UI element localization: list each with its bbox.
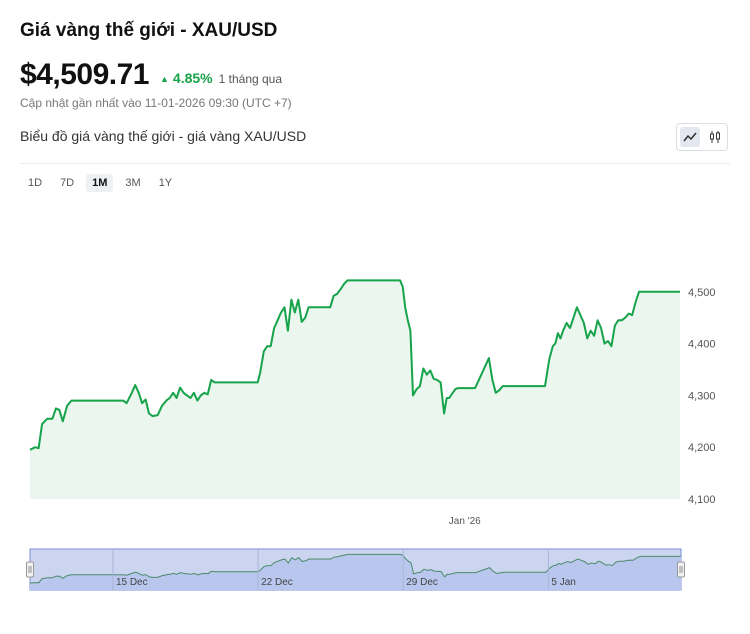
- chart-subtitle: Biểu đồ giá vàng thế giới - giá vàng XAU…: [20, 128, 307, 144]
- range-1m[interactable]: 1M: [86, 174, 114, 192]
- price-area-fill: [30, 280, 680, 499]
- price-chart[interactable]: 4,100 4,200 4,300 4,400 4,500 Jan '26 15 Dec 22…: [0, 200, 750, 600]
- current-price: $4,509.71: [20, 58, 149, 91]
- navigator-tick-label: 5 Jan: [551, 577, 575, 588]
- section-divider: [20, 163, 730, 164]
- navigator-area: [30, 554, 681, 590]
- y-tick-label: 4,100: [688, 494, 716, 506]
- navigator-tick-label: 29 Dec: [406, 577, 438, 588]
- navigator-handle-right[interactable]: [677, 561, 685, 578]
- change-percent: 4.85%: [172, 70, 213, 86]
- navigator-tick-label: 15 Dec: [116, 577, 148, 588]
- line-chart-icon[interactable]: [679, 127, 700, 147]
- range-1d[interactable]: 1D: [28, 177, 43, 189]
- navigator-tick-label: 22 Dec: [261, 577, 293, 588]
- up-arrow-icon: ▲: [160, 74, 169, 84]
- y-tick-label: 4,400: [688, 339, 716, 351]
- navigator-line: [29, 553, 681, 584]
- y-tick-label: 4,200: [688, 442, 716, 454]
- x-tick-label: Jan '26: [449, 516, 481, 527]
- y-tick-label: 4,300: [688, 390, 716, 402]
- range-selector: 1D 7D 1M 3M 1Y: [22, 174, 178, 192]
- last-updated: Cập nhật gần nhất vào 11-01-2026 09:30 (…: [20, 96, 292, 110]
- price-line[interactable]: [29, 279, 680, 451]
- change-period: 1 tháng qua: [218, 72, 283, 86]
- range-3m[interactable]: 3M: [125, 177, 141, 189]
- range-7d[interactable]: 7D: [60, 177, 75, 189]
- range-1y[interactable]: 1Y: [158, 177, 173, 189]
- navigator-handle-left[interactable]: [26, 561, 34, 578]
- candlestick-icon[interactable]: [705, 127, 725, 147]
- price-change: ▲ 4.85% 1 tháng qua: [160, 70, 282, 86]
- y-tick-label: 4,500: [688, 287, 716, 299]
- chart-view-toggle: [676, 123, 728, 151]
- page-title: Giá vàng thế giới - XAU/USD: [20, 20, 278, 41]
